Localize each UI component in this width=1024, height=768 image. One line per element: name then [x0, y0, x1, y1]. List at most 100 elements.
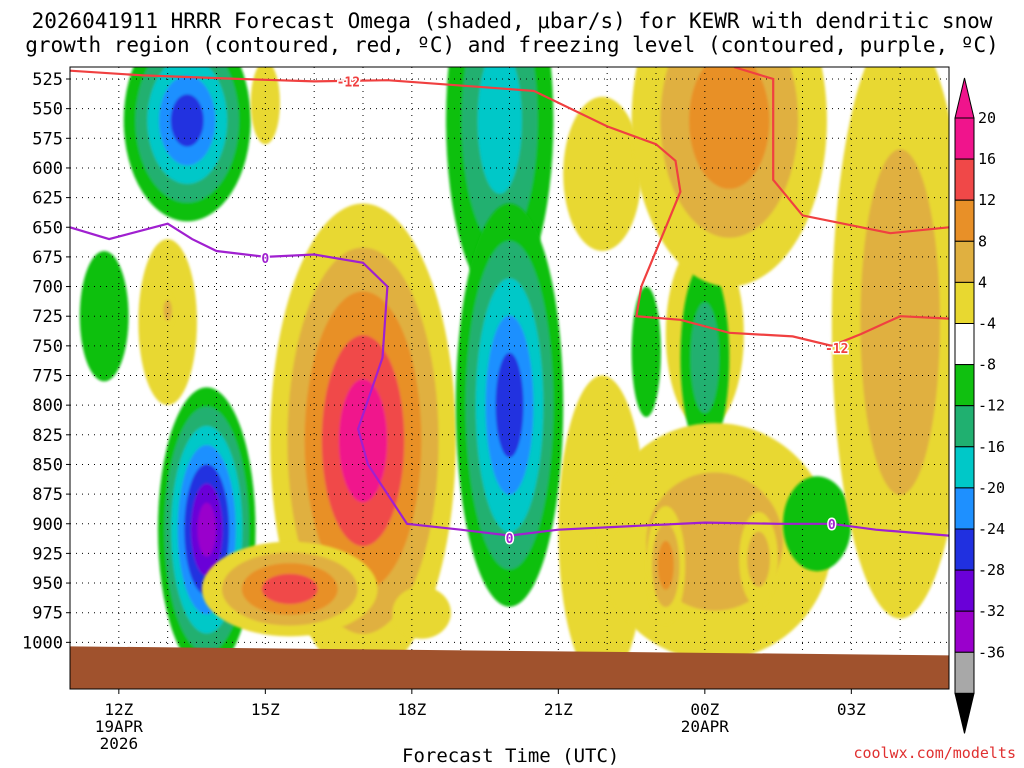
- colorbar-tick-label: 12: [978, 191, 996, 209]
- colorbar-swatch: [954, 199, 975, 242]
- omega-region: [123, 67, 251, 222]
- credit-text: coolwx.com/modelts: [853, 744, 1016, 762]
- chart-title-line1: 2026041911 HRRR Forecast Omega (shaded, …: [31, 9, 993, 33]
- colorbar-tick-label: 8: [978, 232, 987, 250]
- omega-region: [831, 67, 949, 619]
- colorbar-swatch: [954, 446, 975, 489]
- colorbar-tick-label: 20: [978, 109, 996, 127]
- omega-band: [860, 149, 941, 496]
- x-axis-label: Forecast Time (UTC): [402, 745, 620, 767]
- omega-band: [79, 250, 129, 382]
- axes: 525 550 575 600 625 650 675 700 725 750 775 800 825 8…: [22, 66, 950, 753]
- omega-band: [495, 352, 524, 458]
- colorbar: 20 16 12 8 4 -4 -8 -12 -16 -20 -24 -28 -32 -36: [954, 77, 1005, 734]
- dgz-contour-label: -12: [337, 75, 360, 90]
- x-tick-sublabel: 2026: [100, 734, 139, 753]
- freezing-level-label: 0: [828, 518, 836, 533]
- colorbar-swatch: [954, 281, 975, 324]
- omega-band: [690, 302, 720, 414]
- colorbar-tick-label: -4: [978, 315, 996, 333]
- y-tick-label: 600: [32, 159, 63, 179]
- omega-band: [338, 379, 388, 503]
- colorbar-swatch: [954, 405, 975, 448]
- omega-region: [201, 541, 378, 637]
- colorbar-swatch: [954, 528, 975, 571]
- y-tick-label: 1000: [22, 633, 63, 653]
- omega-region: [250, 67, 280, 145]
- x-tick-label: 21Z: [544, 700, 573, 719]
- colorbar-tick-label: -16: [978, 438, 1005, 456]
- y-tick-label: 800: [32, 396, 63, 416]
- colorbar-over-triangle: [954, 77, 975, 119]
- x-tick-label: 18Z: [397, 700, 426, 719]
- colorbar-tick-label: 16: [978, 150, 996, 168]
- colorbar-swatch: [954, 364, 975, 407]
- omega-band: [689, 67, 770, 189]
- y-tick-label: 575: [32, 129, 63, 149]
- dgz-contour-label: -12: [825, 342, 848, 357]
- omega-region: [157, 387, 256, 672]
- colorbar-swatch: [954, 651, 975, 694]
- plot-frame: [69, 66, 950, 690]
- x-tick-label: 00Z: [690, 700, 719, 719]
- colorbar-tick-label: 4: [978, 273, 987, 291]
- colorbar-under-triangle: [954, 692, 975, 734]
- freezing-level-label: 0: [261, 252, 269, 267]
- y-tick-label: 850: [32, 455, 63, 475]
- omega-band: [657, 540, 674, 590]
- omega-band: [392, 586, 451, 639]
- y-tick-label: 675: [32, 248, 63, 268]
- omega-band: [170, 94, 204, 147]
- ground-fill: [70, 646, 949, 689]
- colorbar-tick-label: -28: [978, 561, 1005, 579]
- y-tick-label: 975: [32, 604, 63, 624]
- y-tick-label: 625: [32, 189, 63, 209]
- omega-band: [261, 573, 318, 605]
- colorbar-tick-label: -20: [978, 479, 1005, 497]
- colorbar-swatch: [954, 323, 975, 366]
- dgz-contour-line: [733, 67, 949, 235]
- omega-region: [392, 586, 451, 639]
- y-tick-label: 700: [32, 278, 63, 298]
- omega-band: [197, 502, 216, 557]
- omega-region: [79, 250, 129, 382]
- omega-region: [739, 511, 779, 607]
- y-tick-label: 550: [32, 100, 63, 120]
- colorbar-tick-label: -8: [978, 356, 996, 374]
- y-tick-label: 825: [32, 426, 63, 446]
- omega-band: [250, 67, 280, 145]
- freezing-level-line: [70, 222, 949, 537]
- colorbar-tick-label: -32: [978, 602, 1005, 620]
- omega-region: [680, 262, 730, 453]
- freezing-level-label: 0: [506, 532, 514, 547]
- y-tick-label: 650: [32, 218, 63, 238]
- y-tick-label: 950: [32, 574, 63, 594]
- omega-region: [563, 96, 642, 251]
- y-tick-label: 875: [32, 485, 63, 505]
- omega-region: [631, 286, 661, 418]
- omega-band: [631, 286, 661, 418]
- y-tick-label: 775: [32, 367, 63, 387]
- dgz-contour-line: [70, 69, 949, 347]
- colorbar-tick-label: -24: [978, 520, 1005, 538]
- colorbar-tick-label: -36: [978, 643, 1005, 661]
- omega-region: [646, 505, 686, 625]
- x-tick-label: 03Z: [837, 700, 866, 719]
- omega-region: [160, 292, 175, 329]
- colorbar-tick-label: -12: [978, 397, 1005, 415]
- omega-band: [163, 299, 172, 321]
- omega-region: [631, 67, 827, 287]
- y-tick-label: 900: [32, 515, 63, 535]
- colorbar-swatch: [954, 487, 975, 530]
- x-tick-sublabel: 20APR: [681, 717, 730, 736]
- omega-band: [747, 531, 770, 588]
- y-tick-label: 525: [32, 70, 63, 90]
- omega-shaded-field: [79, 67, 949, 684]
- omega-band: [477, 67, 522, 194]
- grid-lines: [70, 67, 949, 689]
- colorbar-swatch: [954, 610, 975, 653]
- x-tick-label: 12Z: [104, 700, 133, 719]
- omega-band: [563, 96, 642, 251]
- ground-surface: [70, 646, 949, 689]
